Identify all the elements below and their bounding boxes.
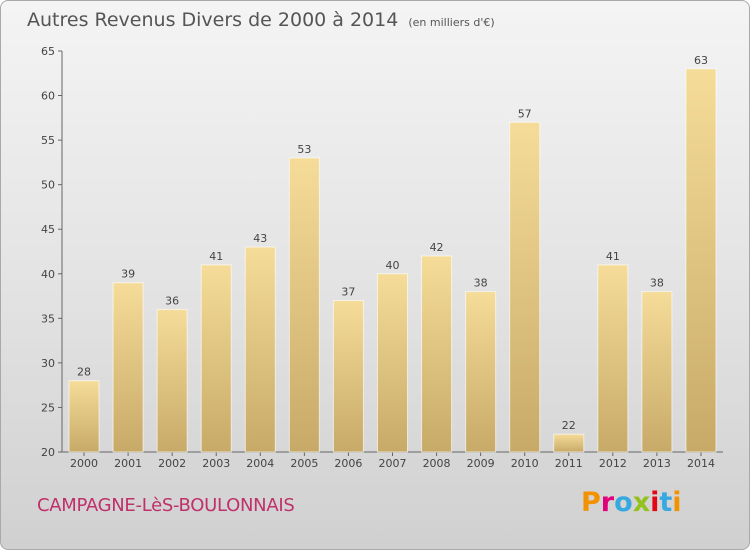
x-tick-label: 2010 (511, 457, 539, 470)
logo-letter: i (672, 487, 682, 518)
bar-2004 (244, 246, 276, 453)
bar-2009 (465, 291, 497, 453)
bar-2003 (200, 264, 232, 453)
bar-2008 (421, 255, 453, 453)
x-tick-label: 2008 (423, 457, 451, 470)
y-tick-label: 55 (41, 134, 55, 147)
logo-letter: x (632, 487, 651, 518)
logo-letter: P (581, 487, 601, 518)
logo-letter: t (659, 487, 673, 518)
bar-2007 (377, 273, 408, 453)
logo-letter: r (600, 487, 615, 518)
logo-letter: i (650, 487, 660, 518)
bar-2011 (553, 433, 585, 453)
value-label-2001: 39 (121, 268, 135, 281)
value-label-2012: 41 (606, 250, 620, 263)
y-tick-label: 60 (41, 90, 55, 103)
chart-title: Autres Revenus Divers de 2000 à 2014 (en… (27, 9, 495, 31)
value-label-2010: 57 (518, 107, 532, 120)
value-label-2004: 43 (253, 232, 267, 245)
x-tick-label: 2009 (467, 457, 495, 470)
value-label-2014: 63 (694, 54, 708, 67)
y-tick-label: 45 (41, 223, 55, 236)
x-tick-label: 2013 (643, 457, 671, 470)
value-label-2011: 22 (562, 419, 576, 432)
bar-2012 (597, 264, 629, 453)
value-label-2003: 41 (209, 250, 223, 263)
bar-2005 (288, 157, 320, 453)
y-tick-label: 50 (41, 179, 55, 192)
y-tick-label: 20 (41, 446, 55, 459)
x-tick-label: 2005 (290, 457, 318, 470)
chart-title-unit: (en milliers d'€) (408, 16, 495, 29)
x-tick-label: 2012 (599, 457, 627, 470)
value-label-2005: 53 (297, 143, 311, 156)
bar-2013 (641, 291, 673, 453)
bar-2014 (685, 68, 717, 453)
x-tick-label: 2001 (114, 457, 142, 470)
bar-2006 (332, 300, 364, 453)
x-tick-label: 2007 (379, 457, 407, 470)
x-tick-label: 2000 (70, 457, 98, 470)
y-tick-label: 30 (41, 357, 55, 370)
chart-title-main: Autres Revenus Divers de 2000 à 2014 (27, 9, 399, 31)
y-tick-label: 65 (41, 45, 55, 58)
y-tick-label: 40 (41, 268, 55, 281)
commune-name: CAMPAGNE-LèS-BOULONNAIS (37, 495, 295, 516)
y-tick-label: 35 (41, 312, 55, 325)
x-tick-label: 2006 (334, 457, 362, 470)
value-label-2008: 42 (430, 241, 444, 254)
x-tick-label: 2004 (246, 457, 274, 470)
chart-bars (68, 68, 717, 453)
x-tick-label: 2011 (555, 457, 583, 470)
value-label-2007: 40 (386, 259, 400, 272)
x-tick-label: 2014 (687, 457, 715, 470)
x-tick-label: 2003 (202, 457, 230, 470)
proxiti-logo[interactable]: Proxiti (581, 487, 682, 518)
bar-2000 (68, 380, 100, 453)
y-tick-label: 25 (41, 401, 55, 414)
chart-value-labels: 28 39 36 41 43 53 37 40 42 38 57 22 41 38 63 (77, 54, 708, 432)
value-label-2002: 36 (165, 294, 179, 307)
bar-2002 (156, 308, 188, 453)
logo-letter: o (614, 487, 633, 518)
x-tick-label: 2002 (158, 457, 186, 470)
value-label-2000: 28 (77, 366, 91, 379)
value-label-2013: 38 (650, 277, 664, 290)
bar-2010 (509, 121, 541, 453)
value-label-2006: 37 (341, 286, 355, 299)
bar-2001 (112, 282, 144, 453)
value-label-2009: 38 (474, 277, 488, 290)
